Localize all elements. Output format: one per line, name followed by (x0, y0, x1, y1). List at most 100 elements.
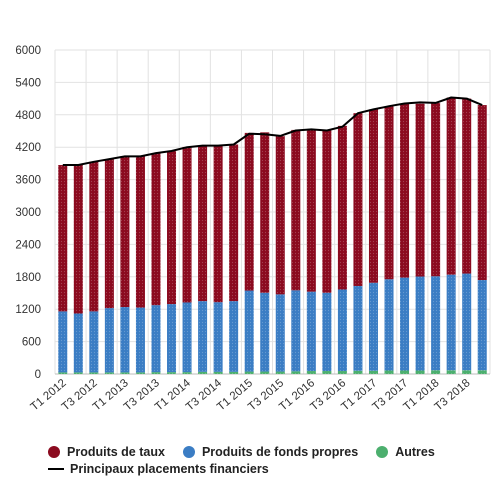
bar-produits-de-fonds-propres-t1-2018 (431, 276, 441, 371)
bar-autres-t1-2013 (120, 372, 130, 374)
bar-autres-t1-2015 (244, 371, 254, 374)
bar-produits-de-fonds-propres-t4-2014 (229, 301, 239, 372)
bar-autres-t4-2018 (477, 370, 487, 374)
bar-produits-de-taux-t1-2014 (182, 146, 192, 303)
bar-produits-de-taux-t4-2015 (291, 129, 301, 291)
bar-produits-de-taux-t1-2017 (368, 109, 378, 283)
legend-swatch-principaux-placements (48, 467, 64, 470)
bar-produits-de-taux-t1-2015 (244, 132, 254, 291)
bar-autres-t1-2014 (182, 372, 192, 374)
legend: Produits de taux Produits de fonds propr… (48, 443, 488, 477)
legend-row-series: Produits de taux Produits de fonds propr… (48, 443, 488, 460)
bar-autres-t1-2017 (368, 370, 378, 374)
bar-produits-de-fonds-propres-t4-2017 (415, 276, 425, 371)
bar-produits-de-taux-t2-2014 (198, 145, 208, 302)
bar-autres-t2-2017 (384, 370, 394, 374)
bar-produits-de-fonds-propres-t2-2013 (135, 307, 145, 373)
bar-produits-de-fonds-propres-t3-2014 (213, 302, 223, 372)
bar-produits-de-taux-t3-2016 (337, 125, 347, 290)
bar-produits-de-fonds-propres-t1-2016 (306, 291, 316, 372)
legend-item-autres[interactable]: Autres (376, 445, 435, 459)
bar-produits-de-fonds-propres-t1-2017 (368, 282, 378, 371)
bar-autres-t3-2013 (151, 372, 161, 374)
bar-autres-t3-2012 (89, 372, 99, 374)
bar-produits-de-fonds-propres-t3-2012 (89, 311, 99, 373)
bar-autres-t2-2016 (322, 371, 332, 374)
bar-autres-t2-2013 (135, 372, 145, 374)
bar-autres-t4-2016 (353, 370, 363, 374)
y-tick-label-1200: 1200 (15, 304, 41, 316)
legend-label-autres: Autres (395, 444, 435, 459)
bar-autres-t4-2014 (229, 371, 239, 374)
bar-autres-t2-2014 (198, 371, 208, 374)
bar-produits-de-fonds-propres-t4-2013 (167, 304, 177, 373)
bar-produits-de-fonds-propres-t4-2015 (291, 290, 301, 372)
y-tick-label-600: 600 (22, 337, 41, 349)
bar-produits-de-fonds-propres-t4-2018 (477, 280, 487, 371)
y-tick-label-3600: 3600 (15, 175, 41, 187)
bar-produits-de-taux-t4-2014 (229, 144, 239, 302)
x-tick-label-t3-2018: T3 2018 (433, 377, 473, 413)
bar-autres-t3-2016 (337, 371, 347, 374)
bar-produits-de-fonds-propres-t4-2012 (104, 308, 114, 373)
y-tick-label-1800: 1800 (15, 272, 41, 284)
bar-produits-de-fonds-propres-t3-2015 (275, 294, 285, 372)
y-tick-label-4800: 4800 (15, 110, 41, 122)
bar-produits-de-taux-t3-2013 (151, 153, 161, 306)
legend-swatch-autres (376, 445, 389, 458)
bar-produits-de-fonds-propres-t1-2014 (182, 302, 192, 373)
bar-produits-de-fonds-propres-t3-2017 (400, 277, 410, 371)
bar-produits-de-taux-t3-2014 (213, 145, 223, 303)
y-tick-label-5400: 5400 (15, 77, 41, 89)
bar-autres-t4-2012 (104, 372, 114, 374)
bar-autres-t2-2018 (446, 370, 456, 374)
bar-produits-de-taux-t3-2015 (275, 136, 285, 295)
y-tick-label-0: 0 (35, 369, 41, 381)
legend-item-produits-de-fonds-propres[interactable]: Produits de fonds propres (182, 444, 359, 459)
bar-produits-de-taux-t4-2017 (415, 103, 425, 277)
legend-item-principaux-placements[interactable]: Principaux placements financiers (48, 462, 269, 476)
bar-produits-de-fonds-propres-t3-2018 (462, 273, 472, 371)
y-tick-label-4200: 4200 (15, 142, 41, 154)
bar-autres-t4-2017 (415, 370, 425, 374)
bar-produits-de-taux-t2-2016 (322, 130, 332, 293)
bar-produits-de-taux-t2-2015 (260, 132, 270, 293)
bar-autres-t4-2015 (291, 371, 301, 374)
bar-produits-de-fonds-propres-t2-2017 (384, 279, 394, 371)
bar-produits-de-taux-t2-2017 (384, 106, 394, 280)
bar-produits-de-fonds-propres-t2-2018 (446, 274, 456, 371)
bar-produits-de-taux-t1-2012 (58, 165, 68, 312)
bar-produits-de-fonds-propres-t4-2016 (353, 285, 363, 371)
y-tick-label-6000: 6000 (15, 45, 41, 57)
legend-label-produits-de-fonds-propres: Produits de fonds propres (201, 444, 359, 459)
bar-produits-de-fonds-propres-t1-2015 (244, 290, 254, 372)
bar-autres-t2-2012 (73, 372, 83, 374)
bar-autres-t3-2018 (462, 370, 472, 374)
legend-label-principaux-placements: Principaux placements financiers (70, 461, 269, 476)
bar-produits-de-taux-t2-2018 (446, 97, 456, 275)
bar-produits-de-taux-t4-2012 (104, 159, 114, 309)
bar-autres-t1-2012 (58, 372, 68, 374)
bar-produits-de-taux-t4-2013 (167, 150, 177, 305)
bar-produits-de-taux-t3-2018 (462, 98, 472, 274)
bar-autres-t3-2015 (275, 371, 285, 374)
bar-autres-t3-2014 (213, 371, 223, 374)
bar-autres-t2-2015 (260, 371, 270, 374)
legend-row-line: Principaux placements financiers (48, 460, 488, 477)
bar-produits-de-fonds-propres-t1-2012 (58, 311, 68, 373)
y-tick-label-3000: 3000 (15, 207, 41, 219)
bar-produits-de-taux-t4-2018 (477, 105, 487, 281)
bar-produits-de-fonds-propres-t2-2015 (260, 292, 270, 372)
bar-produits-de-fonds-propres-t3-2013 (151, 305, 161, 373)
bar-produits-de-fonds-propres-t2-2014 (198, 301, 208, 372)
legend-item-produits-de-taux[interactable]: Produits de taux (48, 445, 165, 459)
bar-produits-de-taux-t3-2012 (89, 161, 99, 312)
legend-label-produits-de-taux: Produits de taux (67, 444, 165, 459)
bar-produits-de-taux-t2-2012 (73, 165, 83, 314)
bar-produits-de-taux-t3-2017 (400, 103, 410, 278)
bar-autres-t1-2018 (431, 370, 441, 374)
bar-produits-de-fonds-propres-t1-2013 (120, 307, 130, 373)
legend-swatch-produits-de-fonds-propres (182, 445, 195, 458)
line-principaux-placements-financiers (62, 96, 483, 166)
